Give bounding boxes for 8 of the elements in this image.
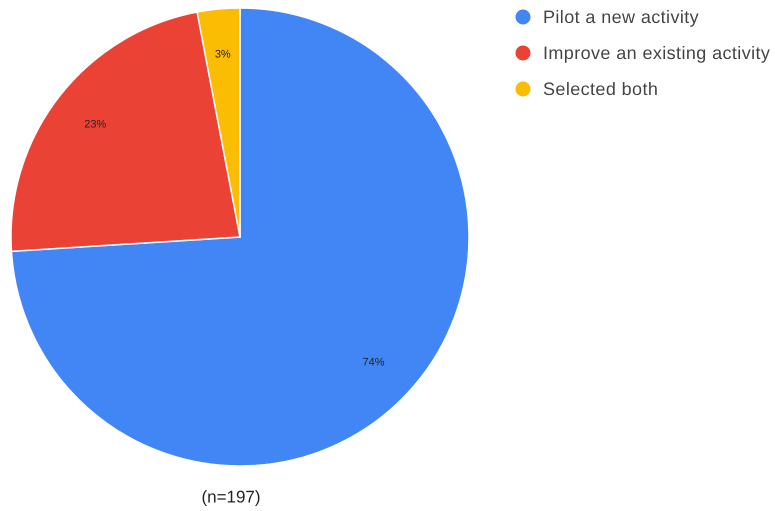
pie-slice bbox=[10, 7, 470, 467]
legend-label: Pilot a new activity bbox=[543, 7, 700, 27]
legend-label: Improve an existing activity bbox=[543, 43, 770, 63]
data-label: 3% bbox=[214, 48, 231, 61]
text: (n=197) bbox=[201, 488, 261, 506]
legend-label: Selected both bbox=[543, 79, 658, 99]
data-label: 74% bbox=[362, 356, 385, 368]
data-label: 23% bbox=[84, 118, 106, 131]
